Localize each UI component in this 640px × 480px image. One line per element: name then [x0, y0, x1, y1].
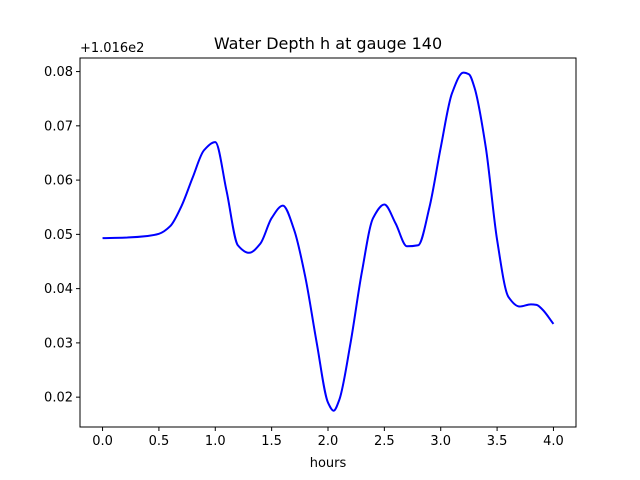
x-tick-label: 2.0 [318, 434, 339, 449]
x-axis-label: hours [310, 456, 347, 471]
y-tick-label: 0.02 [44, 391, 73, 406]
y-tick-label: 0.08 [44, 65, 73, 80]
x-tick-label: 4.0 [543, 434, 564, 449]
y-axis-ticks: 0.02 0.03 0.04 0.05 0.06 0.07 0.08 [44, 65, 80, 406]
series-line [102, 71, 555, 412]
y-offset-label: +1.016e2 [80, 41, 144, 56]
series-layer [102, 71, 555, 412]
x-tick-label: 1.5 [261, 434, 282, 449]
y-tick-label: 0.05 [44, 228, 73, 243]
x-tick-label: 2.5 [374, 434, 395, 449]
x-tick-label: 0.0 [92, 434, 113, 449]
y-tick-label: 0.04 [44, 282, 73, 297]
x-tick-label: 3.0 [430, 434, 451, 449]
y-tick-label: 0.07 [44, 119, 73, 134]
x-axis-ticks: 0.0 0.5 1.0 1.5 2.0 2.5 3.0 3.5 4.0 [92, 427, 564, 449]
x-tick-label: 3.5 [487, 434, 508, 449]
plot-frame [79, 57, 577, 428]
y-tick-label: 0.03 [44, 336, 73, 351]
x-tick-label: 1.0 [205, 434, 226, 449]
x-tick-label: 0.5 [149, 434, 170, 449]
chart-title: Water Depth h at gauge 140 [214, 34, 442, 53]
y-tick-label: 0.06 [44, 174, 73, 189]
